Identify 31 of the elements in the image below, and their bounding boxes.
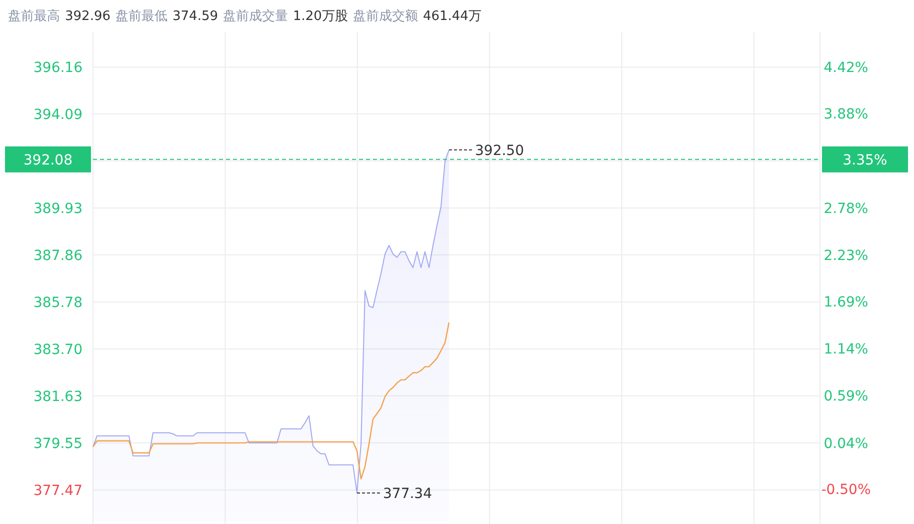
- text: 盘前成交量: [223, 8, 288, 24]
- text: 461.44万: [422, 9, 482, 24]
- y-tick-label: 396.16: [34, 60, 83, 76]
- y2-tick-label: 4.42%: [824, 60, 868, 76]
- y-tick-label: 381.63: [34, 388, 82, 405]
- text: 盘前最低: [116, 9, 168, 24]
- annotation: 392.50: [475, 142, 524, 159]
- y-tick-label: 389.93: [34, 200, 82, 217]
- y2-tick-label: 1.69%: [824, 294, 868, 310]
- y-tick-label: 394.09: [34, 106, 82, 123]
- y2-tick-label: 2.78%: [824, 200, 868, 217]
- y-tick-label: 377.47: [34, 482, 82, 499]
- y2-tick-label: -0.50%: [821, 482, 871, 498]
- y2-tick-label: 1.14%: [824, 341, 868, 358]
- text: 盘前最高: [8, 8, 60, 24]
- y-tick-label: 383.70: [34, 342, 82, 358]
- text: 3.35%: [842, 152, 888, 168]
- ref-line-label: 392.08: [24, 152, 72, 168]
- y-tick-label: 385.78: [34, 294, 82, 311]
- y-tick-label: 387.86: [34, 248, 83, 264]
- y2-tick-label: 0.59%: [824, 388, 868, 405]
- y2-tick-label: 3.88%: [824, 106, 868, 122]
- line-series: [92, 322, 450, 480]
- text: 1.20万股: [293, 9, 348, 24]
- text: 盘前成交额: [352, 8, 418, 24]
- y2-tick-label: 2.23%: [824, 248, 868, 264]
- y-tick-label: 379.55: [34, 436, 82, 452]
- annotation: 377.34: [383, 486, 432, 502]
- y2-tick-label: 0.04%: [824, 436, 868, 452]
- text: 374.59: [172, 9, 218, 24]
- text: 392.96: [65, 9, 110, 24]
